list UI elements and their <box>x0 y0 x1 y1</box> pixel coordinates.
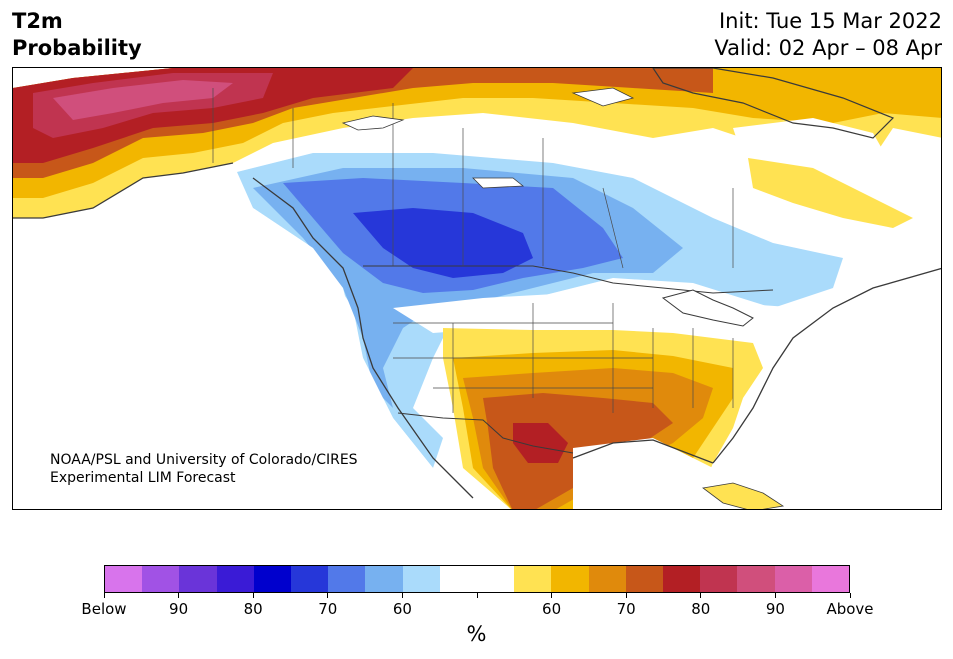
colorbar-segment <box>625 566 664 592</box>
colorbar-segment <box>588 566 626 592</box>
warm-region-labrador <box>748 158 913 228</box>
province-lines <box>212 88 734 269</box>
colorbar-tick-label: 60 <box>392 600 412 618</box>
probability-map: NOAA/PSL and University of Colorado/CIRE… <box>12 67 942 510</box>
colorbar-tick-label: Above <box>826 600 874 618</box>
caribbean-islands <box>702 482 785 509</box>
colorbar-tick-label: 90 <box>765 600 785 618</box>
arctic-islands <box>341 87 635 189</box>
colorbar-unit: % <box>466 622 487 646</box>
colorbar-segment <box>514 566 552 592</box>
colorbar-segment <box>216 566 254 592</box>
coastline <box>13 162 941 499</box>
colorbar-segment <box>179 566 217 592</box>
border-us-mexico <box>397 412 574 454</box>
colorbar-tick <box>700 593 702 598</box>
border-us-canada <box>363 265 774 294</box>
ocean-atlantic <box>743 298 941 509</box>
colorbar-tick <box>849 593 851 598</box>
colorbar-tick-label: 60 <box>542 600 562 618</box>
title-line-2: Probability <box>12 36 142 60</box>
colorbar-tick <box>551 593 553 598</box>
colorbar-segment <box>774 566 812 592</box>
colorbar-tick-label: 80 <box>691 600 711 618</box>
ocean-gulf <box>573 438 713 509</box>
credit-line-1: NOAA/PSL and University of Colorado/CIRE… <box>50 452 358 468</box>
colorbar-segment <box>811 566 850 592</box>
colorbar-tick <box>625 593 627 598</box>
colorbar-tick <box>252 593 254 598</box>
colorbar-tick <box>103 593 105 598</box>
map-canvas <box>13 68 941 509</box>
colorbar-segment <box>737 566 775 592</box>
colorbar-tick-label: 90 <box>169 600 189 618</box>
colorbar-segment <box>291 566 329 592</box>
colorbar-segment <box>142 566 180 592</box>
colorbar-segment <box>477 566 515 592</box>
valid-date: Valid: 02 Apr – 08 Apr <box>714 36 942 60</box>
title-line-1: T2m <box>12 9 63 33</box>
colorbar-segment <box>402 566 440 592</box>
neutral-hudson <box>603 148 773 248</box>
colorbar-tick <box>774 593 776 598</box>
chart-title: T2m Probability <box>12 8 142 62</box>
forecast-dates: Init: Tue 15 Mar 2022 Valid: 02 Apr – 08… <box>714 8 942 62</box>
colorbar-tick <box>401 593 403 598</box>
colorbar-segment <box>663 566 701 592</box>
credit-line-2: Experimental LIM Forecast <box>50 470 236 486</box>
colorbar-segment <box>328 566 366 592</box>
colorbar-segment <box>700 566 738 592</box>
colorbar-ticks: Below 90 80 70 60 60 70 80 90 Above <box>0 593 953 623</box>
colorbar-tick <box>327 593 329 598</box>
colorbar-tick <box>178 593 180 598</box>
great-lakes <box>661 289 754 327</box>
colorbar-tick-label: 80 <box>243 600 263 618</box>
warm-region-south-peak <box>513 423 568 463</box>
credit-text: NOAA/PSL and University of Colorado/CIRE… <box>50 451 358 487</box>
init-date: Init: Tue 15 Mar 2022 <box>718 9 942 33</box>
colorbar-tick-label: 70 <box>616 600 636 618</box>
colorbar-tick-label: Below <box>81 600 127 618</box>
cool-region-core <box>353 208 533 278</box>
colorbar-segment <box>551 566 589 592</box>
greenland-coast <box>652 68 895 139</box>
colorbar-segment <box>365 566 403 592</box>
colorbar-segment <box>253 566 292 592</box>
colorbar <box>104 565 850 593</box>
colorbar-tick-label: 70 <box>318 600 338 618</box>
colorbar-segment <box>439 566 478 592</box>
colorbar-segment <box>105 566 143 592</box>
warm-region-alaska-peak <box>53 80 233 120</box>
ocean-pacific <box>13 163 453 509</box>
state-lines <box>393 303 734 413</box>
colorbar-tick <box>476 593 478 598</box>
